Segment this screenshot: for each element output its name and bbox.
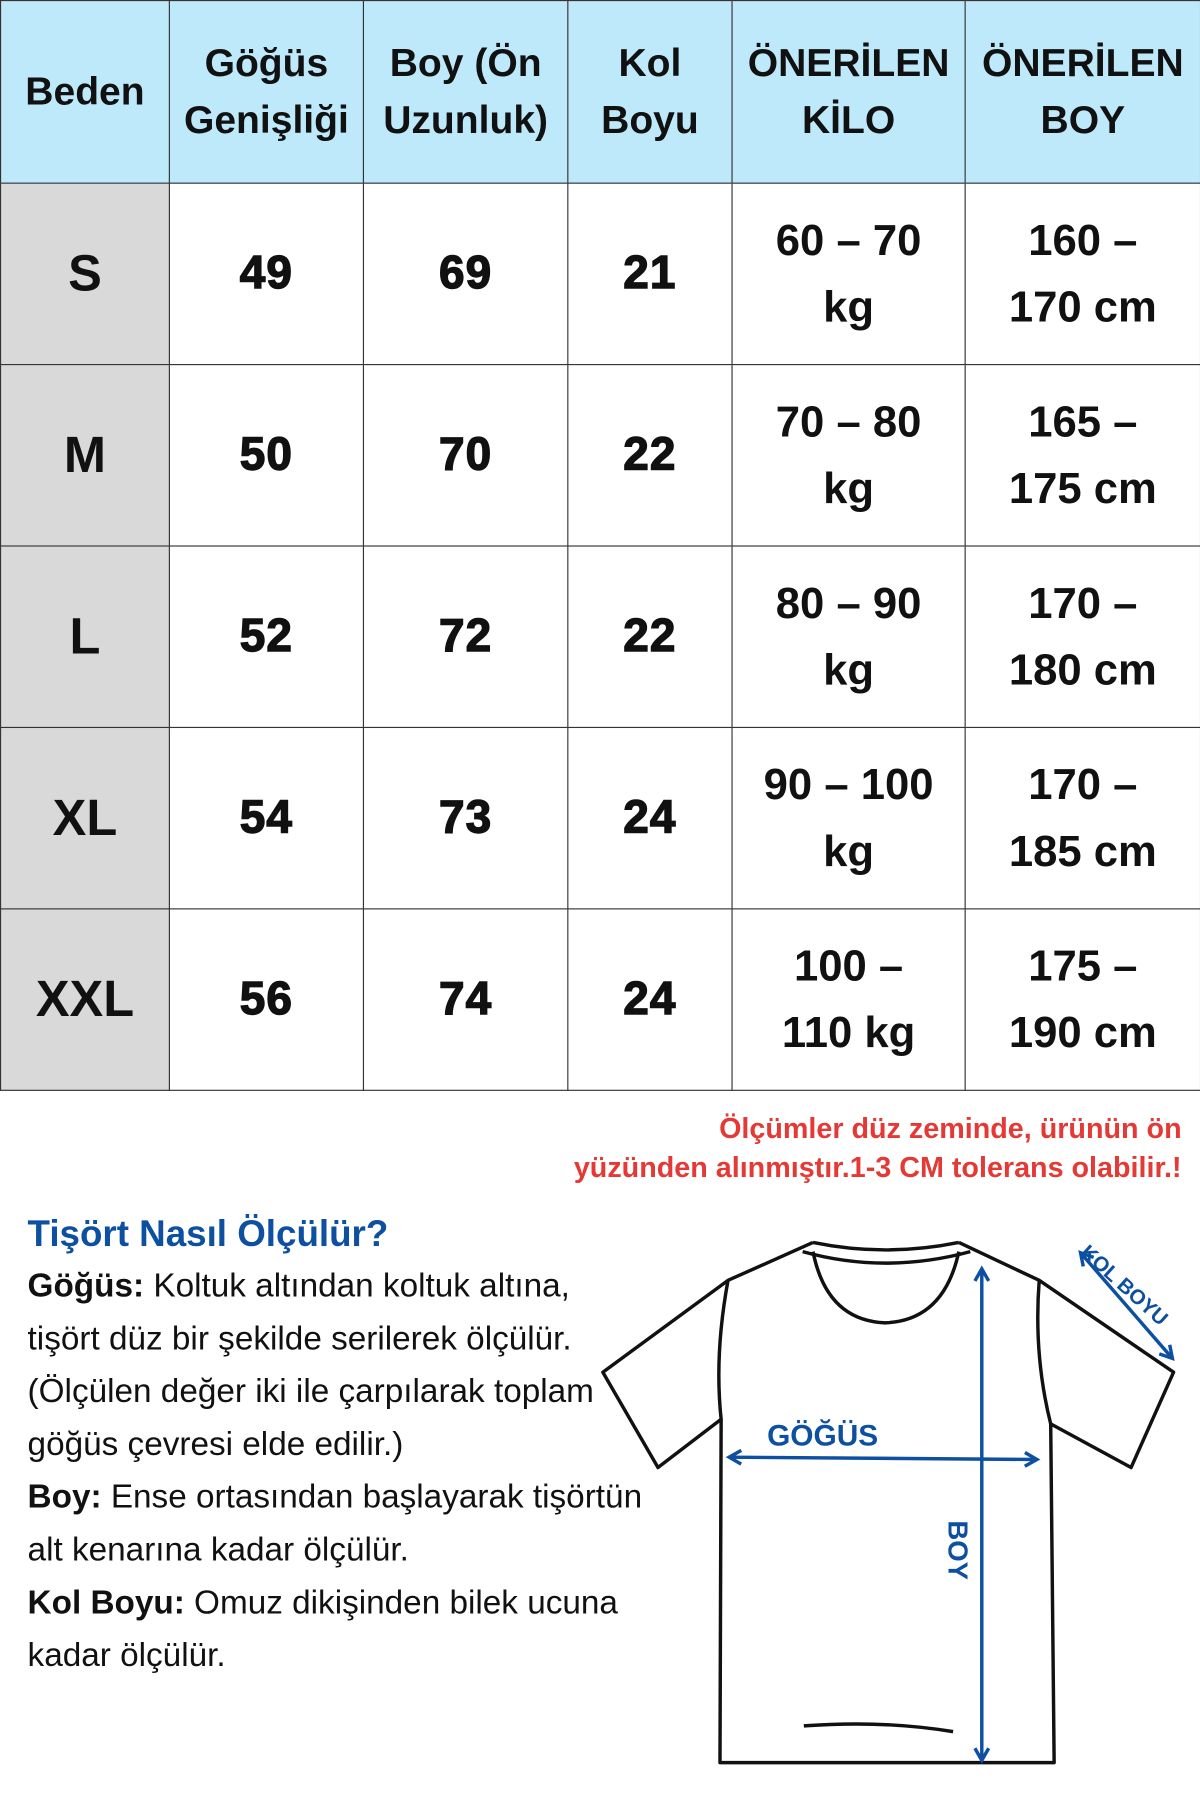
table-row: XXL 56 74 24 100 –110 kg 175 –190 cm — [0, 908, 1200, 1091]
header-chest: Göğüs Genişliği — [168, 0, 365, 184]
sleeve-cell: 24 — [567, 726, 733, 910]
height-cell: 165 –175 cm — [964, 364, 1200, 547]
size-cell: L — [0, 545, 170, 729]
chest-cell: 49 — [168, 182, 365, 366]
chest-arrow — [725, 1448, 1041, 1468]
tshirt-outline-icon — [601, 1240, 1176, 1765]
header-length: Boy (Ön Uzunluk) — [362, 0, 569, 184]
length-cell: 73 — [362, 726, 569, 910]
header-weight: ÖNERİLEN KİLO — [731, 0, 966, 184]
header-row: Beden Göğüs Genişliği Boy (Ön Uzunluk) Kol… — [0, 0, 1200, 184]
guide-sleeve: Kol Boyu: Omuz dikişinden bilek ucuna ka… — [27, 1584, 618, 1675]
weight-cell: 60 – 70 kg — [731, 182, 966, 366]
length-cell: 74 — [362, 908, 569, 1091]
weight-cell: 90 – 100 kg — [731, 726, 966, 910]
table-row: S 49 69 21 60 – 70 kg 160 –170 cm — [0, 182, 1200, 366]
table-row: L 52 72 22 80 – 90 kg 170 –180 cm — [0, 545, 1200, 729]
chest-label: GÖĞÜS — [767, 1419, 878, 1453]
sleeve-cell: 21 — [567, 182, 733, 366]
height-cell: 175 –190 cm — [964, 908, 1200, 1091]
weight-cell: 100 –110 kg — [731, 908, 966, 1091]
height-cell: 170 –180 cm — [964, 545, 1200, 729]
length-cell: 72 — [362, 545, 569, 729]
height-cell: 170 –185 cm — [964, 726, 1200, 910]
size-cell: M — [0, 364, 170, 547]
header-height: ÖNERİLEN BOY — [964, 0, 1200, 184]
chest-cell: 52 — [168, 545, 365, 729]
tolerance-note: Ölçümler düz zeminde, ürünün ön yüzünden… — [574, 1109, 1182, 1187]
measure-guide: Tişört Nasıl Ölçülür? Göğüs: Koltuk altı… — [28, 1213, 648, 1683]
chest-cell: 50 — [168, 364, 365, 547]
chest-cell: 56 — [168, 908, 365, 1091]
weight-cell: 80 – 90 kg — [731, 545, 966, 729]
chest-cell: 54 — [168, 726, 365, 910]
size-cell: S — [0, 182, 170, 366]
note-line: yüzünden alınmıştır.1-3 CM tolerans olab… — [573, 1151, 1182, 1184]
sleeve-arrow — [1078, 1250, 1175, 1362]
table-row: XL 54 73 24 90 – 100 kg 170 –185 cm — [0, 726, 1200, 910]
guide-chest: Göğüs: Koltuk altından koltuk altına, ti… — [27, 1267, 594, 1463]
size-cell: XXL — [0, 908, 170, 1091]
size-table: Beden Göğüs Genişliği Boy (Ön Uzunluk) Kol… — [0, 0, 1200, 1091]
guide-title: Tişört Nasıl Ölçülür? — [27, 1212, 389, 1254]
weight-cell: 70 – 80 kg — [731, 364, 966, 547]
header-size: Beden — [0, 0, 170, 184]
header-sleeve: Kol Boyu — [567, 0, 733, 184]
sleeve-cell: 22 — [567, 364, 733, 547]
sleeve-cell: 22 — [567, 545, 733, 729]
guide-length: Boy: Ense ortasından başlayarak tişörtün… — [27, 1479, 643, 1569]
length-cell: 69 — [362, 182, 569, 366]
note-line: Ölçümler düz zeminde, ürünün ön — [719, 1112, 1182, 1145]
height-cell: 160 –170 cm — [964, 182, 1200, 366]
length-label: BOY — [942, 1520, 973, 1580]
sleeve-cell: 24 — [567, 908, 733, 1091]
size-cell: XL — [0, 726, 170, 910]
